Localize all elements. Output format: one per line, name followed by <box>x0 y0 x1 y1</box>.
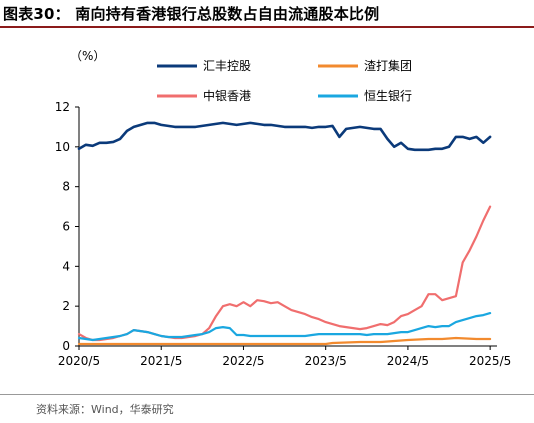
y-tick-label: 4 <box>62 259 70 273</box>
x-tick-label: 2022/5 <box>222 354 264 368</box>
y-tick-label: 2 <box>62 299 70 313</box>
y-tick-label: 6 <box>62 220 70 234</box>
series-line-1 <box>77 121 492 152</box>
bottom-divider <box>0 394 534 395</box>
title-divider <box>0 26 534 28</box>
y-tick-label: 8 <box>62 180 70 194</box>
series-line-2 <box>77 336 492 346</box>
x-tick-label: 2020/5 <box>58 354 100 368</box>
legend-label-4: 恒生银行 <box>364 89 412 103</box>
series-line-3 <box>77 205 492 342</box>
y-tick-label: 10 <box>55 140 70 154</box>
y-tick-label: 0 <box>62 339 70 353</box>
source-note: 资料来源：Wind，华泰研究 <box>36 403 174 416</box>
legend-label-2: 渣打集团 <box>364 58 412 73</box>
chart-series-lines <box>77 121 492 346</box>
series-line-4 <box>77 312 492 342</box>
figure-title: 图表30： 南向持有香港银行总股数占自由流通股本比例 <box>3 5 380 23</box>
y-tick-label: 12 <box>55 100 70 114</box>
x-tick-label: 2024/5 <box>387 354 429 368</box>
chart-axes: 0 2 4 6 8 10 12 2020/5 2021/5 2022/5 2023/5 2024/5 2… <box>55 100 512 368</box>
x-tick-label: 2025/5 <box>469 354 511 368</box>
legend-label-3: 中银香港 <box>203 88 251 103</box>
x-tick-label: 2021/5 <box>140 354 182 368</box>
legend-label-1: 汇丰控股 <box>203 59 251 73</box>
y-axis-unit: （%） <box>70 49 106 63</box>
x-tick-label: 2023/5 <box>305 354 347 368</box>
